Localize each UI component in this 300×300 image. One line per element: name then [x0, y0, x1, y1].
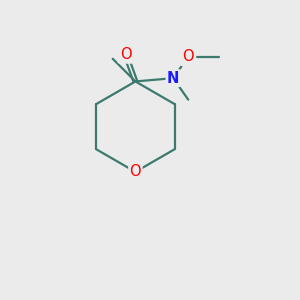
Text: N: N [167, 71, 179, 86]
Text: O: O [182, 49, 194, 64]
Text: O: O [130, 164, 141, 179]
Text: O: O [120, 46, 131, 62]
